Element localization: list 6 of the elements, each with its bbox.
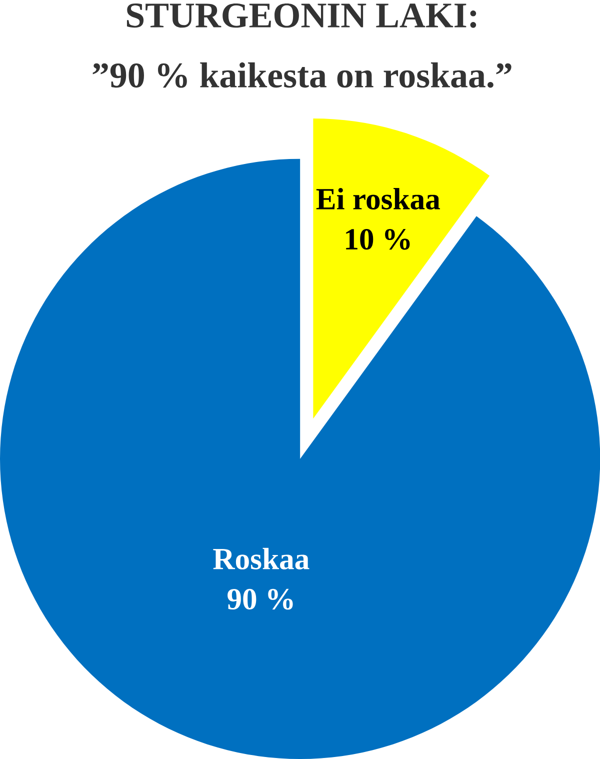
chart-subtitle: ”90 % kaikesta on roskaa.”	[92, 62, 512, 88]
data-label: 90 %	[227, 588, 293, 610]
slice-label: Ei roskaa	[316, 188, 440, 210]
chart-title: STURGEONIN LAKI:	[126, 4, 476, 28]
data-label: 10 %	[346, 228, 410, 250]
slice-label: Roskaa	[213, 548, 310, 570]
